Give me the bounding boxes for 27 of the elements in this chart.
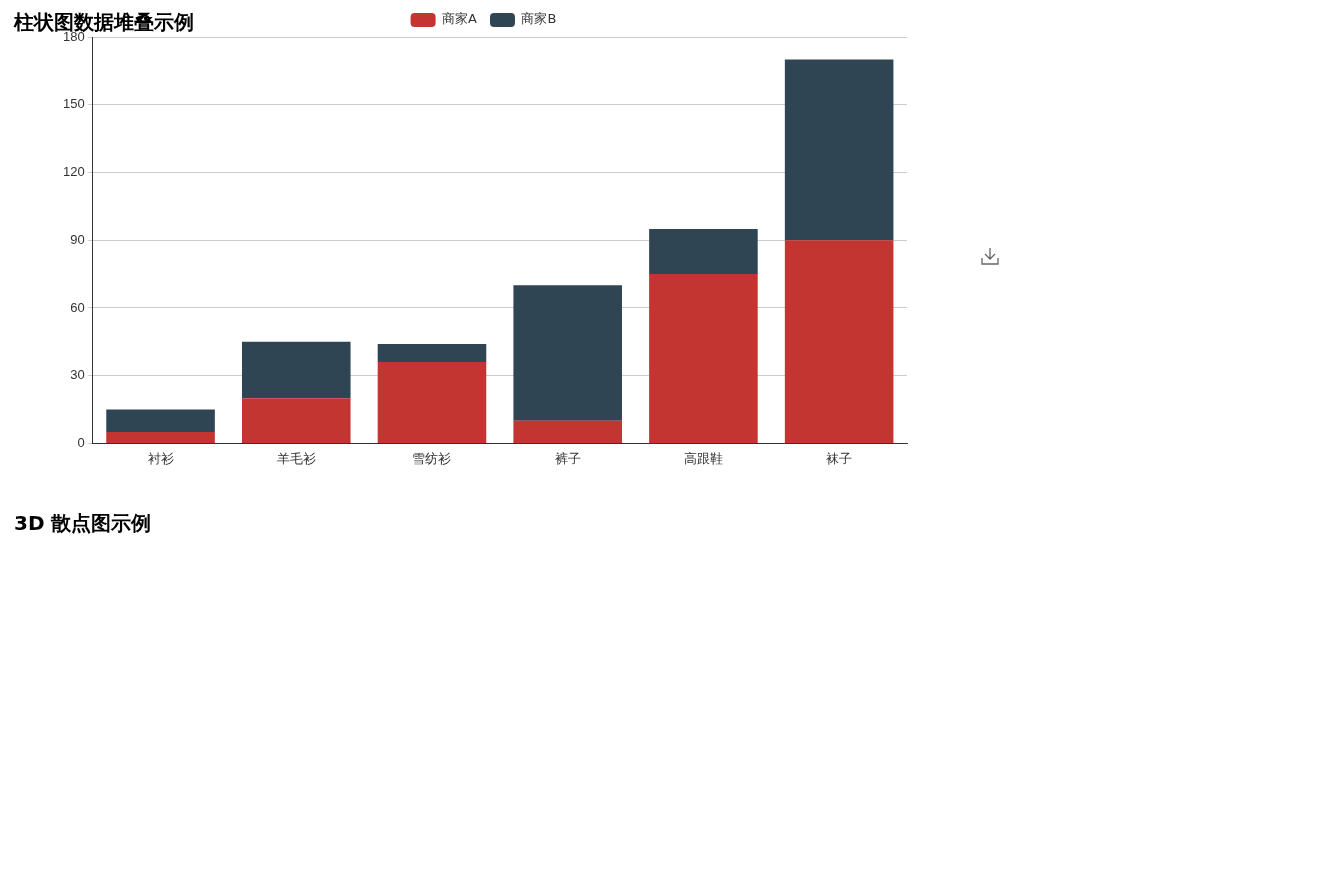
y-tick-label: 90 [70,231,85,247]
x-tick-label: 羊毛衫 [276,450,316,466]
bar [784,59,894,241]
x-tick-label: 袜子 [826,450,853,466]
y-tick-label: 30 [70,367,85,383]
x-tick-label: 衬衫 [147,450,174,466]
bar [106,409,215,433]
text: 3D 散点图示例 [14,510,152,537]
bar [241,341,351,399]
y-tick-label: 60 [70,299,85,315]
y-tick-label: 0 [77,434,85,450]
bar [377,344,487,363]
bar [513,420,622,443]
bar [377,362,487,443]
x-tick-label: 高跟鞋 [683,450,723,466]
x-tick-label: 雪纺衫 [412,450,452,466]
bar [513,285,622,421]
bar [649,274,758,443]
bar [241,398,351,443]
y-tick-label: 120 [62,164,85,180]
legend-label: 商家A [442,11,478,27]
y-tick-label: 150 [62,96,85,112]
legend-label: 商家B [521,11,557,27]
bar [106,432,215,443]
bar [649,228,758,275]
bar [784,240,894,443]
x-tick-label: 裤子 [554,450,581,466]
